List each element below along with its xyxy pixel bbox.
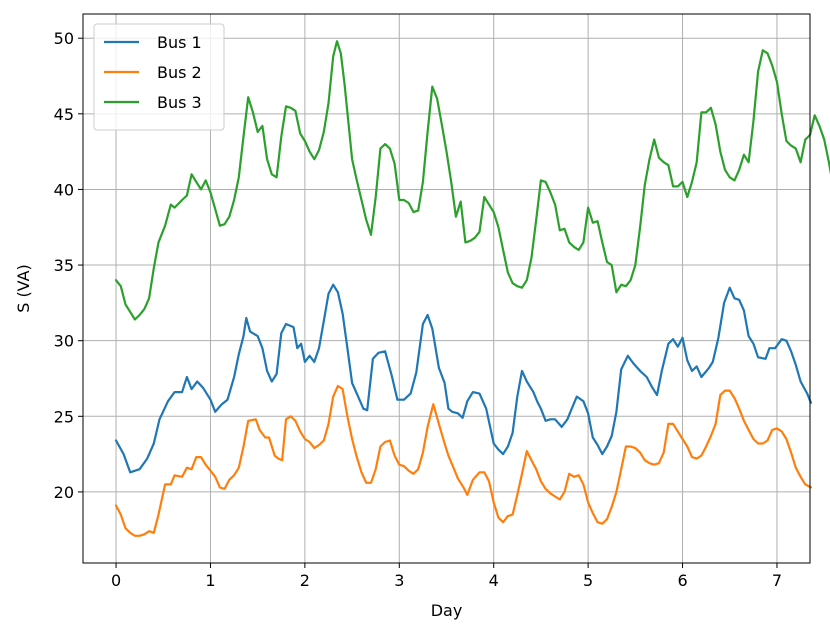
series-lines [114,40,830,537]
x-axis-ticks: 0 1 2 3 4 5 6 7 [111,563,782,590]
y-axis-ticks: 20 25 30 35 40 45 50 [54,29,83,502]
x-tick-label: 3 [394,571,404,590]
y-axis-label: S (VA) [14,264,33,313]
legend-label-bus-1: Bus 1 [157,33,202,52]
series-line-bus-1 [114,283,812,474]
plot-frame [82,13,811,564]
y-tick-label: 40 [54,180,74,199]
x-tick-label: 5 [583,571,593,590]
y-tick-label: 45 [54,105,74,124]
y-tick-label: 50 [54,29,74,48]
x-axis-label: Day [431,601,463,620]
y-tick-label: 35 [54,256,74,275]
y-tick-label: 20 [54,483,74,502]
series-line-bus-3 [114,40,830,321]
legend-box [93,23,225,131]
y-tick-label: 30 [54,332,74,351]
x-tick-label: 7 [772,571,782,590]
y-tick-label: 25 [54,407,74,426]
series-line-bus-2 [114,384,812,537]
legend: Bus 1 Bus 2 Bus 3 [93,23,225,131]
x-tick-label: 4 [489,571,499,590]
x-tick-label: 0 [111,571,121,590]
legend-label-bus-3: Bus 3 [157,93,202,112]
x-tick-label: 1 [205,571,215,590]
x-tick-label: 2 [300,571,310,590]
x-tick-label: 6 [677,571,687,590]
legend-label-bus-2: Bus 2 [157,63,202,82]
